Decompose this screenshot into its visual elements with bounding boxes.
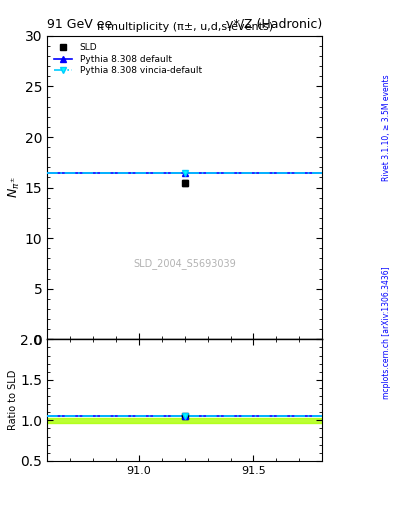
Legend: SLD, Pythia 8.308 default, Pythia 8.308 vincia-default: SLD, Pythia 8.308 default, Pythia 8.308 … — [51, 40, 204, 78]
Text: Rivet 3.1.10, ≥ 3.5M events: Rivet 3.1.10, ≥ 3.5M events — [382, 75, 391, 181]
Text: γ*/Z (Hadronic): γ*/Z (Hadronic) — [226, 18, 322, 31]
Text: SLD_2004_S5693039: SLD_2004_S5693039 — [133, 258, 236, 269]
Bar — [47, 418, 322, 423]
Title: π multiplicity (π±, u,d,s-events): π multiplicity (π±, u,d,s-events) — [97, 23, 273, 32]
Text: mcplots.cern.ch [arXiv:1306.3436]: mcplots.cern.ch [arXiv:1306.3436] — [382, 266, 391, 399]
Y-axis label: $N_{\pi^{\pm}}$: $N_{\pi^{\pm}}$ — [7, 177, 22, 198]
Text: 91 GeV ee: 91 GeV ee — [47, 18, 112, 31]
Y-axis label: Ratio to SLD: Ratio to SLD — [7, 370, 18, 430]
